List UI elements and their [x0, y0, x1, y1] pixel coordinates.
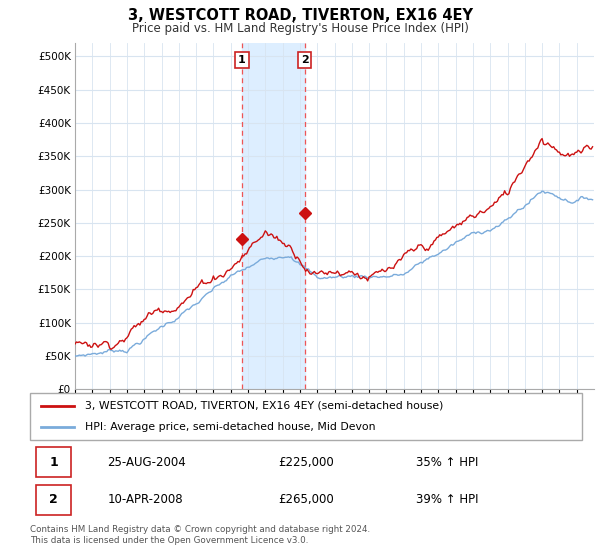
Bar: [242, 43, 305, 389]
Text: 2: 2: [49, 493, 58, 506]
Text: Contains HM Land Registry data © Crown copyright and database right 2024.
This d: Contains HM Land Registry data © Crown c…: [30, 525, 370, 545]
Bar: [35, 485, 71, 515]
Text: 35% ↑ HPI: 35% ↑ HPI: [416, 456, 479, 469]
Text: HPI: Average price, semi-detached house, Mid Devon: HPI: Average price, semi-detached house,…: [85, 422, 376, 432]
Text: Price paid vs. HM Land Registry's House Price Index (HPI): Price paid vs. HM Land Registry's House …: [131, 22, 469, 35]
Text: 1: 1: [238, 55, 246, 65]
Text: 1: 1: [49, 456, 58, 469]
Text: £265,000: £265,000: [278, 493, 334, 506]
Text: 3, WESTCOTT ROAD, TIVERTON, EX16 4EY: 3, WESTCOTT ROAD, TIVERTON, EX16 4EY: [128, 8, 473, 24]
Text: 2: 2: [301, 55, 308, 65]
Text: 10-APR-2008: 10-APR-2008: [107, 493, 183, 506]
Text: 39% ↑ HPI: 39% ↑ HPI: [416, 493, 479, 506]
Text: 3, WESTCOTT ROAD, TIVERTON, EX16 4EY (semi-detached house): 3, WESTCOTT ROAD, TIVERTON, EX16 4EY (se…: [85, 400, 443, 410]
Text: 25-AUG-2004: 25-AUG-2004: [107, 456, 186, 469]
Bar: [35, 447, 71, 477]
Text: £225,000: £225,000: [278, 456, 334, 469]
